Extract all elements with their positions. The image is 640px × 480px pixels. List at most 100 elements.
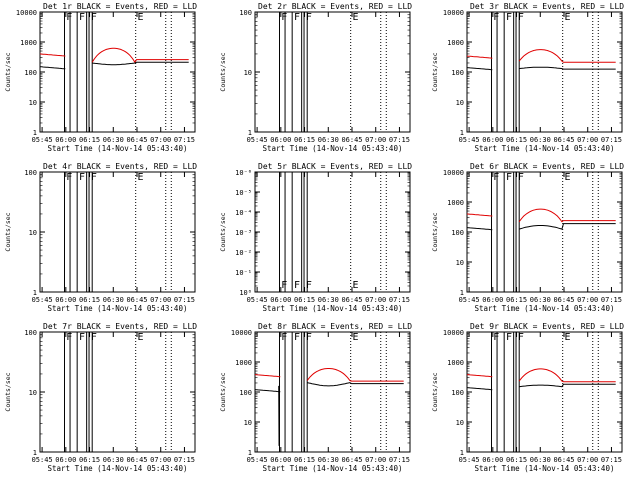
x-tick-label: 06:45 bbox=[341, 296, 362, 304]
series-events bbox=[466, 383, 616, 391]
y-tick-label: 10⁻⁵ bbox=[235, 189, 252, 197]
flag-letter: F bbox=[506, 332, 512, 343]
x-axis-label: Start Time (14-Nov-14 05:43:40) bbox=[48, 304, 188, 313]
x-tick-label: 06:00 bbox=[482, 136, 503, 144]
x-tick-label: 06:30 bbox=[103, 456, 124, 464]
x-tick-label: 06:45 bbox=[553, 136, 574, 144]
x-tick-label: 06:00 bbox=[55, 296, 76, 304]
y-tick-label: 1 bbox=[248, 449, 252, 457]
x-tick-label: 07:15 bbox=[174, 296, 195, 304]
flag-letter: F bbox=[91, 332, 97, 343]
series-lld bbox=[466, 368, 616, 383]
series-events bbox=[39, 61, 189, 70]
y-tick-label: 100 bbox=[24, 169, 37, 177]
flag-letter: E bbox=[564, 12, 570, 23]
y-axis-label: Counts/sec bbox=[219, 212, 227, 251]
flag-letter: F bbox=[493, 12, 499, 23]
x-tick-label: 06:00 bbox=[55, 456, 76, 464]
x-tick-label: 06:45 bbox=[341, 136, 362, 144]
x-tick-label: 05:45 bbox=[32, 296, 53, 304]
panel-title: Det 7r BLACK = Events, RED = LLD bbox=[43, 322, 197, 331]
x-tick-label: 07:00 bbox=[365, 296, 386, 304]
panel-5: Det 5r BLACK = Events, RED = LLD 10⁰ 10⁻¹ 1… bbox=[219, 162, 412, 313]
flag-letter: F bbox=[91, 172, 97, 183]
flag-letter: F bbox=[294, 332, 300, 343]
y-tick-label: 10 bbox=[244, 419, 252, 427]
x-tick-label: 06:15 bbox=[294, 296, 315, 304]
y-axis-label: Counts/sec bbox=[4, 372, 12, 411]
x-tick-label: 06:30 bbox=[103, 136, 124, 144]
x-tick-label: 06:45 bbox=[341, 456, 362, 464]
panel-title: Det 5r BLACK = Events, RED = LLD bbox=[258, 162, 412, 171]
series-events bbox=[466, 223, 616, 231]
flag-letter: F bbox=[66, 12, 72, 23]
x-axis-label: Start Time (14-Nov-14 05:43:40) bbox=[263, 144, 403, 153]
y-axis-label: Counts/sec bbox=[431, 372, 439, 411]
x-tick-label: 06:00 bbox=[270, 296, 291, 304]
series-events bbox=[466, 66, 616, 71]
x-tick-label: 05:45 bbox=[247, 136, 268, 144]
flag-letter: F bbox=[306, 280, 312, 291]
y-axis-label: Counts/sec bbox=[219, 52, 227, 91]
y-tick-label: 10000 bbox=[443, 329, 464, 337]
x-tick-label: 07:15 bbox=[601, 296, 622, 304]
x-tick-label: 05:45 bbox=[247, 456, 268, 464]
panel-1: Det 1r BLACK = Events, RED = LLD 1 10 100 10… bbox=[4, 2, 197, 153]
y-tick-label: 10⁻¹ bbox=[235, 269, 252, 277]
y-tick-label: 10⁰ bbox=[239, 289, 252, 297]
flag-letter: F bbox=[294, 12, 300, 23]
x-tick-label: 07:00 bbox=[150, 136, 171, 144]
flag-letter: F bbox=[281, 280, 287, 291]
flag-letter: F bbox=[518, 172, 524, 183]
y-tick-label: 10000 bbox=[443, 169, 464, 177]
panel-title: Det 8r BLACK = Events, RED = LLD bbox=[258, 322, 412, 331]
y-axis-label: Counts/sec bbox=[219, 372, 227, 411]
x-tick-label: 06:15 bbox=[506, 456, 527, 464]
x-tick-label: 06:45 bbox=[126, 136, 147, 144]
y-tick-label: 10⁻⁴ bbox=[235, 209, 252, 217]
y-tick-label: 10 bbox=[456, 419, 464, 427]
x-tick-label: 07:15 bbox=[389, 296, 410, 304]
y-tick-label: 1 bbox=[33, 289, 37, 297]
x-tick-label: 06:15 bbox=[294, 136, 315, 144]
flag-letter: F bbox=[91, 12, 97, 23]
y-tick-label: 100 bbox=[24, 329, 37, 337]
flag-letter: F bbox=[306, 332, 312, 343]
y-tick-label: 1000 bbox=[447, 359, 464, 367]
x-tick-label: 06:30 bbox=[318, 136, 339, 144]
x-axis-label: Start Time (14-Nov-14 05:43:40) bbox=[48, 144, 188, 153]
x-tick-label: 05:45 bbox=[247, 296, 268, 304]
y-tick-label: 10 bbox=[244, 69, 252, 77]
y-tick-label: 1 bbox=[248, 129, 252, 137]
x-tick-label: 06:00 bbox=[55, 136, 76, 144]
y-tick-label: 10⁻⁶ bbox=[235, 169, 252, 177]
series-lld bbox=[466, 49, 616, 63]
x-axis-label: Start Time (14-Nov-14 05:43:40) bbox=[475, 144, 615, 153]
y-tick-label: 10 bbox=[29, 389, 37, 397]
panel-title: Det 4r BLACK = Events, RED = LLD bbox=[43, 162, 197, 171]
flag-letter: F bbox=[66, 332, 72, 343]
flag-letter: F bbox=[493, 172, 499, 183]
x-tick-label: 06:30 bbox=[530, 136, 551, 144]
y-tick-label: 1000 bbox=[447, 199, 464, 207]
x-tick-label: 06:00 bbox=[482, 296, 503, 304]
y-tick-label: 100 bbox=[451, 229, 464, 237]
y-tick-label: 100 bbox=[24, 69, 37, 77]
x-tick-label: 07:15 bbox=[174, 456, 195, 464]
y-tick-label: 100 bbox=[239, 9, 252, 17]
flag-letter: F bbox=[518, 332, 524, 343]
x-tick-label: 06:30 bbox=[103, 296, 124, 304]
panel-8: Det 8r BLACK = Events, RED = LLD 1 10 100 10… bbox=[219, 322, 412, 473]
x-tick-label: 07:15 bbox=[174, 136, 195, 144]
x-tick-label: 07:00 bbox=[365, 456, 386, 464]
flag-letter: E bbox=[137, 332, 143, 343]
panel-title: Det 9r BLACK = Events, RED = LLD bbox=[470, 322, 624, 331]
panel-6: Det 6r BLACK = Events, RED = LLD 1 10 100 10… bbox=[431, 162, 624, 313]
panel-title: Det 2r BLACK = Events, RED = LLD bbox=[258, 2, 412, 11]
x-tick-label: 05:45 bbox=[459, 296, 480, 304]
x-axis-label: Start Time (14-Nov-14 05:43:40) bbox=[48, 464, 188, 473]
x-tick-label: 06:45 bbox=[553, 296, 574, 304]
x-tick-label: 07:15 bbox=[601, 136, 622, 144]
x-tick-label: 06:15 bbox=[79, 296, 100, 304]
flag-letter: E bbox=[564, 172, 570, 183]
